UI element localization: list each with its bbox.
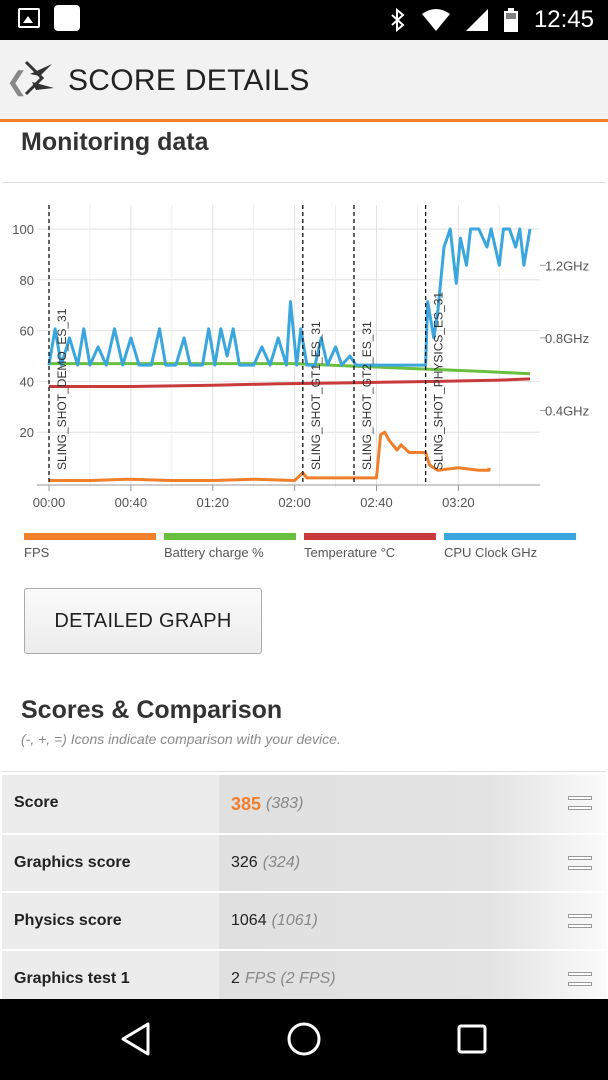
x-tick-label: 01:20 [196, 495, 229, 510]
series-line [49, 430, 491, 482]
row-label: Graphics test 1 [14, 970, 130, 987]
legend-swatch [24, 533, 156, 540]
score-value: 326 [231, 854, 258, 871]
row-value-cell: 2 FPS (2 FPS) [219, 951, 606, 1007]
x-tick-label: 00:40 [115, 495, 148, 510]
row-value: 1064 (1061) [231, 893, 318, 949]
legend-swatch [164, 533, 296, 540]
y-tick-label: 80 [20, 273, 34, 288]
page-title: SCORE DETAILS [68, 64, 310, 97]
legend-swatch [304, 533, 436, 540]
compare-value: FPS (2 FPS) [244, 970, 336, 987]
test-marker-label: SLING_SHOT_PHYSICS_ES_31 [432, 292, 446, 470]
wifi-icon [421, 9, 450, 31]
equal-icon [568, 914, 592, 928]
row-label: Physics score [14, 912, 122, 929]
compare-value: (324) [262, 854, 301, 871]
row-value: 326 (324) [231, 835, 300, 891]
graphics-score-row[interactable]: Graphics score 326 (324) [2, 835, 606, 891]
app-bar: ❮ SCORE DETAILS [0, 40, 608, 122]
legend-temperature: Temperature °C [304, 533, 436, 560]
detailed-graph-button[interactable]: DETAILED GRAPH [24, 588, 262, 654]
legend-battery: Battery charge % [164, 533, 296, 560]
equal-icon [568, 856, 592, 870]
clock: 12:45 [533, 6, 594, 33]
recents-icon[interactable] [456, 1023, 488, 1055]
score-row[interactable]: Score 385 (383) [2, 775, 606, 833]
row-value: 2 FPS (2 FPS) [231, 951, 336, 1007]
legend-label: Battery charge % [164, 545, 264, 560]
y-right-tick-label: 0.4GHz [545, 403, 589, 418]
3dmark-logo-icon[interactable] [22, 60, 58, 96]
legend-cpu-clock: CPU Clock GHz [444, 533, 576, 560]
home-icon[interactable] [286, 1021, 322, 1057]
battery-icon [503, 8, 518, 32]
y-right-tick-label: 0.8GHz [545, 331, 589, 346]
row-value-cell: 1064 (1061) [219, 893, 606, 949]
score-value: 385 [231, 793, 262, 814]
back-chevron-icon[interactable]: ❮ [6, 66, 28, 96]
row-label: Graphics score [14, 854, 131, 871]
row-value-cell: 385 (383) [219, 775, 606, 833]
divider [2, 771, 606, 772]
score-table: Score 385 (383) Graphics score 326 (324)… [2, 775, 606, 1009]
plot-area [37, 205, 542, 488]
legend-swatch [444, 533, 576, 540]
y-tick-label: 20 [20, 425, 34, 440]
status-bar: 12:45 [0, 0, 608, 40]
image-notification-icon [18, 8, 40, 28]
compare-value: (1061) [271, 912, 318, 929]
series-line [47, 227, 532, 367]
monitoring-chart: 20 40 60 80 100 00:00 00:40 01:20 02:00 02:40 03:2… [12, 205, 589, 510]
y-tick-label: 100 [12, 222, 34, 237]
legend-label: CPU Clock GHz [444, 545, 538, 560]
x-tick-label: 00:00 [33, 495, 66, 510]
bluetooth-icon [391, 8, 405, 32]
legend-fps: FPS [24, 533, 156, 560]
test-marker-label: SLING_SHOT_GT2_ES_31 [360, 321, 374, 470]
legend-label: FPS [24, 545, 50, 560]
series-line [49, 377, 531, 388]
y-right-tick-label: 1.2GHz [545, 258, 589, 273]
app-notification-icon [54, 5, 80, 31]
navigation-bar [0, 999, 608, 1080]
monitoring-title: Monitoring data [21, 128, 209, 156]
row-value: 385 (383) [231, 775, 303, 833]
cell-signal-icon [465, 9, 488, 31]
divider [2, 182, 606, 183]
graphics-test-1-row[interactable]: Graphics test 1 2 FPS (2 FPS) [2, 951, 606, 1007]
y-tick-label: 40 [20, 374, 34, 389]
row-label: Score [14, 794, 59, 811]
test-marker-label: SLING_SHOT_GT1_ES_31 [309, 321, 323, 470]
legend-label: Temperature °C [304, 545, 396, 560]
y-tick-label: 60 [20, 324, 34, 339]
scores-title: Scores & Comparison [21, 696, 283, 724]
x-tick-label: 03:20 [442, 495, 475, 510]
back-icon[interactable] [118, 1021, 154, 1057]
score-value: 1064 [231, 912, 267, 929]
test-marker-label: SLING_SHOT_DEMO_ES_31 [55, 308, 69, 470]
equal-icon [568, 796, 592, 810]
physics-score-row[interactable]: Physics score 1064 (1061) [2, 893, 606, 949]
compare-value: (383) [266, 795, 304, 812]
score-value: 2 [231, 970, 240, 987]
chart-legend: FPS Battery charge % Temperature °C CPU … [0, 533, 608, 563]
x-tick-label: 02:00 [278, 495, 311, 510]
x-tick-label: 02:40 [360, 495, 393, 510]
equal-icon [568, 972, 592, 986]
scores-subtitle: (-, +, =) Icons indicate comparison with… [21, 731, 341, 747]
row-value-cell: 326 (324) [219, 835, 606, 891]
